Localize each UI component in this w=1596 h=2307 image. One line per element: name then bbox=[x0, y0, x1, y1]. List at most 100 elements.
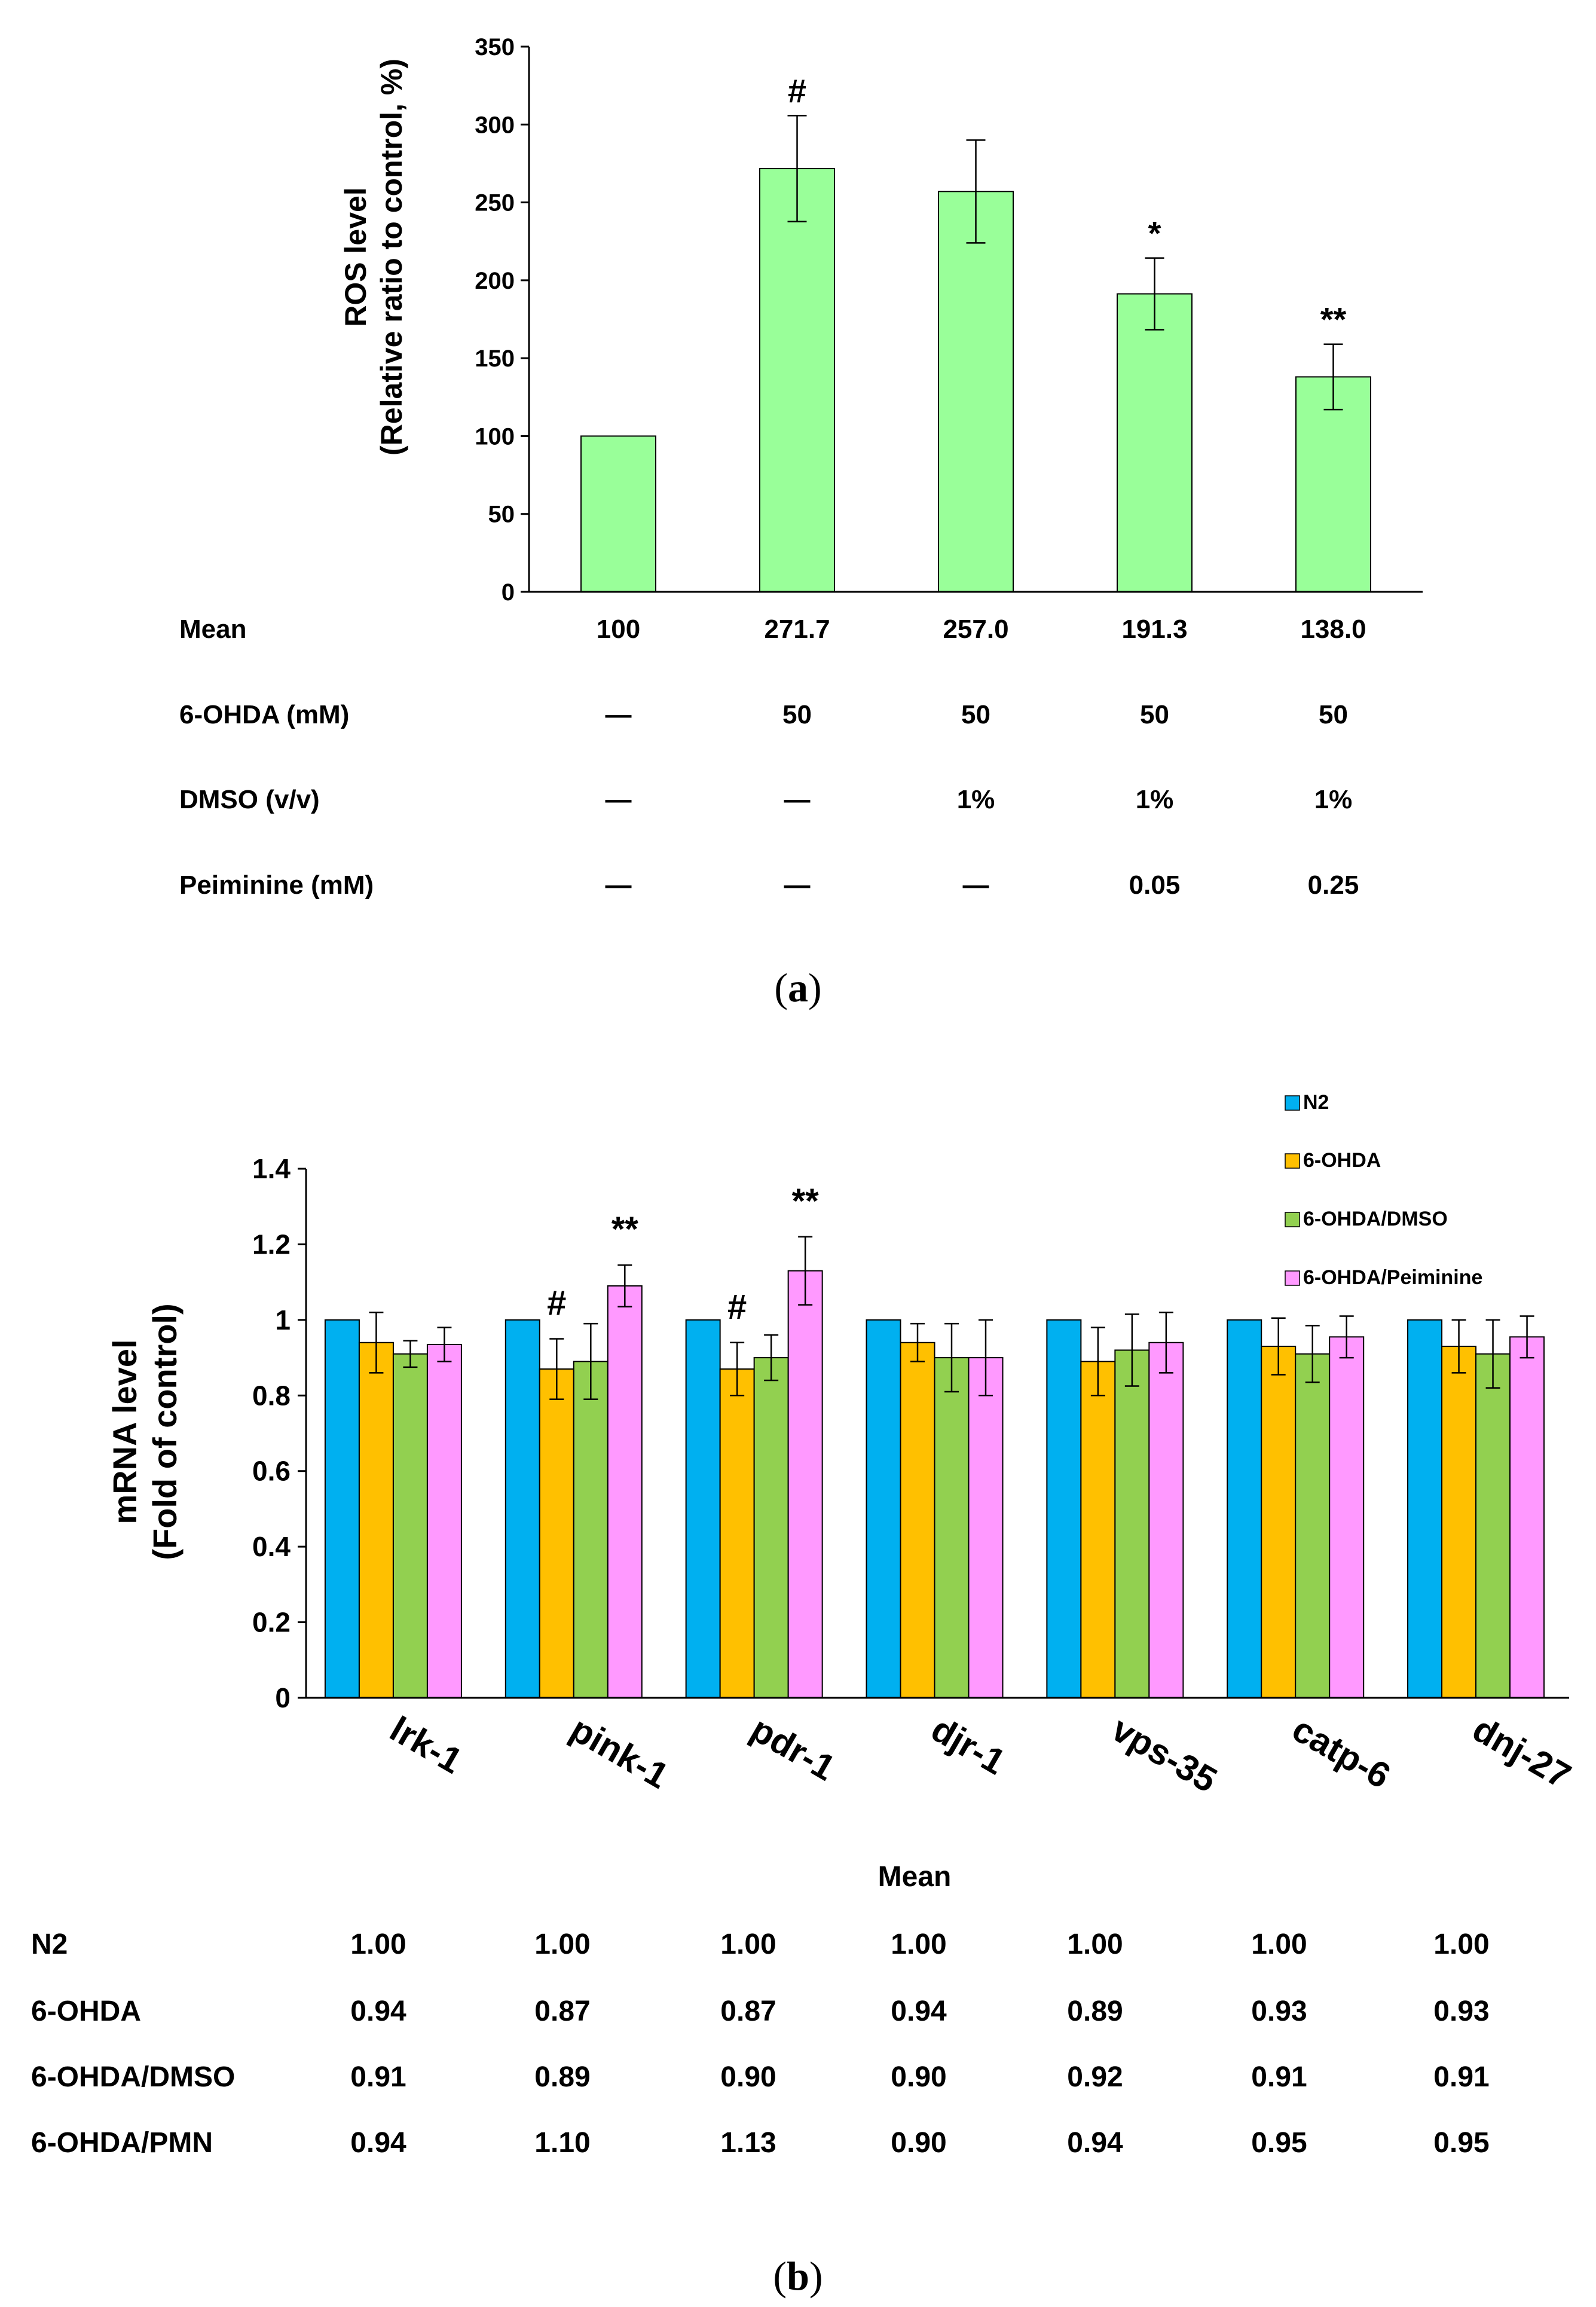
panel-a-table-cell: 100 bbox=[597, 615, 640, 644]
panel-a-bar bbox=[1117, 293, 1193, 592]
panel-a-bar bbox=[1295, 376, 1371, 592]
panel-b-table-cell: 0.91 bbox=[1433, 2061, 1489, 2093]
panel-a-bars: #*** bbox=[580, 72, 1371, 593]
panel-b-legend: N2 6-OHDA 6-OHDA/DMSO 6-OHDA/Peiminine bbox=[1285, 1091, 1482, 1289]
panel-b-ytick-label: 0.8 bbox=[252, 1380, 291, 1411]
panel-b-bar bbox=[753, 1357, 789, 1699]
panel-a-table-row-label: DMSO (v/v) bbox=[179, 785, 320, 814]
panel-b-table-row-label: 6-OHDA bbox=[31, 1996, 141, 2027]
panel-b-table-cell: 0.94 bbox=[350, 2127, 406, 2159]
panel-b-ytick-label: 0.6 bbox=[252, 1456, 291, 1487]
panel-b-ytick-label: 1.2 bbox=[252, 1229, 291, 1260]
panel-b-x-label: vps-35 bbox=[1105, 1709, 1224, 1800]
panel-a-table-cell: 1% bbox=[1136, 785, 1174, 814]
panel-a-ytick-label: 100 bbox=[475, 423, 515, 450]
panel-a-table-cell: — bbox=[784, 785, 811, 814]
panel-b-significance: # bbox=[727, 1288, 747, 1327]
panel-b-ytick-label: 1.4 bbox=[252, 1153, 291, 1184]
panel-b-bar bbox=[934, 1357, 970, 1699]
panel-a-ytick-label: 50 bbox=[488, 502, 515, 528]
panel-b-bar bbox=[426, 1343, 462, 1699]
panel-b-mrna-chart: mRNA level (Fold of control) 00.20.40.60… bbox=[31, 1091, 1577, 2299]
panel-b-bar bbox=[1329, 1336, 1365, 1698]
panel-a-table-cell: 271.7 bbox=[764, 615, 830, 644]
panel-b-legend-label: 6-OHDA bbox=[1303, 1149, 1381, 1172]
panel-b-x-label: djr-1 bbox=[925, 1709, 1012, 1782]
panel-a-table-cell: 191.3 bbox=[1121, 615, 1187, 644]
panel-b-table-cell: 1.00 bbox=[720, 1929, 776, 1960]
panel-b-x-label: pink-1 bbox=[564, 1709, 675, 1796]
panel-b-table-cell: 0.93 bbox=[1433, 1996, 1489, 2027]
panel-b-x-label: lrk-1 bbox=[383, 1709, 469, 1781]
panel-a-ytick-label: 0 bbox=[502, 579, 515, 606]
panel-b-bar bbox=[1295, 1353, 1331, 1698]
panel-a-table-cell: 50 bbox=[961, 700, 990, 729]
panel-b-bar bbox=[1509, 1336, 1545, 1698]
panel-b-table-cell: 0.94 bbox=[1067, 2127, 1123, 2159]
panel-b-table-cell: 0.95 bbox=[1251, 2127, 1307, 2159]
panel-b-bar bbox=[392, 1353, 428, 1698]
panel-b-bar bbox=[1407, 1319, 1443, 1699]
panel-b-table-cell: 0.87 bbox=[720, 1996, 776, 2027]
panel-b-bar bbox=[787, 1270, 823, 1698]
panel-a-table-cell: — bbox=[606, 700, 632, 729]
panel-b-bar bbox=[968, 1357, 1004, 1699]
panel-a-table-row-label: Peiminine (mM) bbox=[179, 870, 374, 900]
panel-b-table-cell: 0.89 bbox=[1067, 1996, 1123, 2027]
panel-a-caption: (a) bbox=[774, 965, 821, 1010]
panel-b-bar bbox=[1441, 1346, 1477, 1699]
panel-b-caption-letter: b bbox=[787, 2253, 809, 2299]
panel-b-caption: (b) bbox=[773, 2253, 823, 2299]
panel-b-significance: ** bbox=[792, 1182, 820, 1221]
panel-b-table-row-label: N2 bbox=[31, 1929, 68, 1960]
panel-b-table-cell: 1.00 bbox=[1067, 1929, 1123, 1960]
panel-b-bar bbox=[685, 1319, 721, 1699]
panel-a-table-cell: — bbox=[606, 785, 632, 814]
panel-a-table-row-label: 6-OHDA (mM) bbox=[179, 700, 349, 729]
panel-b-legend-label: 6-OHDA/DMSO bbox=[1303, 1208, 1448, 1230]
panel-b-table-cell: 1.10 bbox=[534, 2127, 590, 2159]
panel-a-table-cell: 1% bbox=[957, 785, 995, 814]
panel-b-bar bbox=[1046, 1319, 1082, 1699]
panel-a-caption-letter: a bbox=[788, 965, 808, 1010]
panel-b-legend-label: 6-OHDA/Peiminine bbox=[1303, 1266, 1482, 1289]
panel-a-table-cell: — bbox=[784, 870, 811, 900]
panel-a-significance: * bbox=[1148, 215, 1161, 252]
panel-b-ytick-label: 1 bbox=[275, 1304, 291, 1336]
panel-b-table-cell: 0.95 bbox=[1433, 2127, 1489, 2159]
panel-b-x-label: dnj-27 bbox=[1466, 1709, 1578, 1796]
panel-a-ros-chart: ROS level (Relative ratio to control, %)… bbox=[179, 34, 1423, 1010]
panel-a-table-cell: 0.25 bbox=[1308, 870, 1359, 900]
panel-a-ytick-label: 200 bbox=[475, 268, 515, 294]
panel-a-table-cell: 50 bbox=[1140, 700, 1169, 729]
panel-a-bar bbox=[938, 191, 1014, 592]
panel-a-ytick-label: 150 bbox=[475, 346, 515, 372]
panel-b-table-cell: 0.91 bbox=[1251, 2061, 1307, 2093]
panel-b-table-cell: 0.89 bbox=[534, 2061, 590, 2093]
panel-a-ytick-label: 300 bbox=[475, 112, 515, 138]
panel-b-significance: # bbox=[547, 1284, 566, 1322]
panel-a-bar bbox=[580, 435, 656, 593]
panel-b-table-cell: 0.90 bbox=[720, 2061, 776, 2093]
panel-b-table-cell: 0.94 bbox=[350, 1996, 406, 2027]
panel-b-bar bbox=[1114, 1349, 1150, 1698]
panel-b-table-row-label: 6-OHDA/PMN bbox=[31, 2127, 213, 2159]
panel-a-table-row-label: Mean bbox=[179, 615, 246, 644]
panel-b-legend-swatch bbox=[1285, 1212, 1300, 1227]
panel-b-bar bbox=[719, 1368, 755, 1698]
panel-a-table-cell: 0.05 bbox=[1129, 870, 1181, 900]
panel-b-legend-label: N2 bbox=[1303, 1091, 1329, 1114]
panel-a-table-cell: 50 bbox=[1319, 700, 1348, 729]
panel-b-x-labels: lrk-1 pink-1 pdr-1 djr-1 vps-35 catp-6 dnj-27 bbox=[383, 1709, 1577, 1800]
panel-a-bar bbox=[759, 168, 835, 593]
panel-b-table-cell: 0.90 bbox=[891, 2127, 946, 2159]
panel-a-ytick-label: 350 bbox=[475, 34, 515, 60]
panel-b-table-cell: 0.93 bbox=[1251, 1996, 1307, 2027]
panel-b-x-label: catp-6 bbox=[1286, 1709, 1398, 1796]
panel-a-significance: ** bbox=[1320, 301, 1347, 338]
panel-a-y-axis-label: ROS level (Relative ratio to control, %) bbox=[339, 59, 408, 456]
panel-a-y-axis-label-line2: (Relative ratio to control, %) bbox=[375, 59, 408, 456]
panel-b-x-label: pdr-1 bbox=[744, 1709, 842, 1788]
panel-b-bar bbox=[1148, 1342, 1184, 1698]
panel-b-y-ticks: 0 0.2 0.4 0.6 0.8 1 1.2 1.4 bbox=[252, 1153, 306, 1713]
